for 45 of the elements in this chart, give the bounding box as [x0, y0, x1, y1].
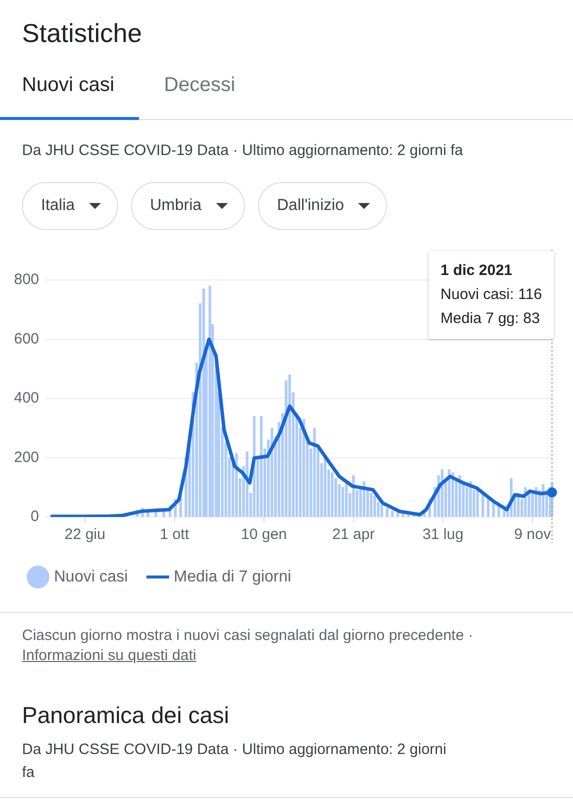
bar	[492, 502, 495, 517]
bar	[407, 514, 410, 517]
bar	[260, 416, 263, 517]
bar	[402, 514, 404, 517]
bar	[386, 508, 388, 517]
text: Italia	[41, 197, 75, 215]
bar	[208, 286, 212, 517]
text: Panoramica dei casi	[22, 702, 230, 729]
bar	[313, 428, 316, 517]
bar	[373, 496, 376, 517]
x-tick-label: 10 gen	[241, 526, 287, 544]
y-tick-label: 800	[14, 271, 40, 288]
bar	[352, 475, 355, 517]
x-tick-label: 9 nov	[514, 526, 552, 544]
bar	[288, 374, 291, 517]
bar	[235, 452, 238, 517]
bar	[324, 457, 326, 517]
y-tick-label: 600	[14, 330, 40, 348]
x-tick-label: 21 apr	[332, 526, 375, 544]
text: Ciascun giorno mostra i nuovi casi segnalati dal giorno precedente ·	[22, 627, 474, 644]
x-tick-label: 22 giu	[64, 526, 106, 544]
bar	[380, 504, 384, 517]
bar	[486, 498, 490, 517]
y-tick-label: 0	[30, 508, 40, 526]
text: Da JHU CSSE COVID-19 Data · Ultimo aggiornamento: 2 giorni fa	[22, 740, 448, 783]
annotation: 1 dic 2021 Nuovi casi: 116 Media 7 gg: 83	[440, 262, 542, 328]
bar	[342, 487, 344, 517]
chart-title: Statistiche	[22, 18, 142, 49]
x-tick-label: 31 lug	[422, 526, 464, 544]
legend-label: Nuovi casi	[54, 568, 128, 586]
legend-label: Media di 7 giorni	[174, 568, 292, 586]
text: Informazioni su questi dati	[22, 647, 196, 664]
text: Da JHU CSSE COVID-19 Data · Ultimo aggiornamento: 2 giorni fa	[22, 142, 464, 159]
text: Umbria	[150, 197, 202, 215]
bar	[396, 512, 400, 517]
x-tick-label: 1 ott	[160, 526, 190, 544]
text: Nuovi casi	[22, 74, 114, 97]
text: Dall'inizio	[277, 197, 344, 215]
bar	[330, 472, 334, 517]
y-tick-label: 200	[14, 448, 40, 466]
y-tick-label: 400	[14, 390, 40, 407]
bar	[270, 428, 274, 517]
text: Decessi	[164, 74, 236, 97]
bar	[391, 510, 394, 517]
bar	[370, 492, 373, 517]
